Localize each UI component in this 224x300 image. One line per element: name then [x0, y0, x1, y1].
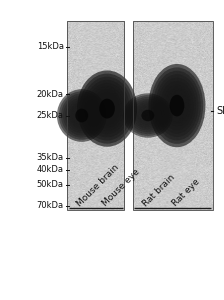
- Ellipse shape: [94, 92, 120, 125]
- Ellipse shape: [59, 91, 105, 140]
- Ellipse shape: [162, 84, 192, 127]
- Ellipse shape: [69, 102, 95, 129]
- Ellipse shape: [63, 95, 101, 135]
- Ellipse shape: [151, 67, 203, 144]
- Ellipse shape: [127, 97, 169, 134]
- Text: 40kDa: 40kDa: [37, 165, 64, 174]
- Bar: [67, 21, 124, 210]
- Ellipse shape: [84, 80, 130, 137]
- Text: 20kDa: 20kDa: [37, 90, 64, 99]
- Ellipse shape: [87, 83, 127, 134]
- Ellipse shape: [135, 104, 161, 127]
- Ellipse shape: [125, 95, 171, 136]
- Ellipse shape: [123, 93, 173, 138]
- Text: SNAP25: SNAP25: [216, 106, 224, 116]
- Ellipse shape: [61, 93, 103, 138]
- Ellipse shape: [158, 77, 196, 134]
- Ellipse shape: [92, 89, 123, 128]
- Ellipse shape: [155, 74, 198, 137]
- Ellipse shape: [82, 76, 132, 141]
- Text: Rat eye: Rat eye: [171, 178, 201, 208]
- Bar: [133, 21, 213, 210]
- Ellipse shape: [71, 104, 93, 127]
- Ellipse shape: [99, 99, 115, 118]
- Ellipse shape: [77, 70, 137, 147]
- Ellipse shape: [89, 86, 125, 131]
- Text: Rat brain: Rat brain: [142, 173, 177, 208]
- Text: 50kDa: 50kDa: [37, 180, 64, 189]
- Ellipse shape: [65, 98, 99, 133]
- Ellipse shape: [170, 95, 184, 116]
- Ellipse shape: [57, 89, 107, 142]
- Text: 15kDa: 15kDa: [37, 42, 64, 51]
- Text: 35kDa: 35kDa: [37, 153, 64, 162]
- Ellipse shape: [133, 102, 163, 129]
- Ellipse shape: [75, 109, 88, 122]
- Text: 70kDa: 70kDa: [37, 201, 64, 210]
- Text: Mouse eye: Mouse eye: [101, 168, 142, 208]
- Text: Mouse brain: Mouse brain: [75, 163, 121, 208]
- Ellipse shape: [165, 88, 189, 124]
- Ellipse shape: [153, 71, 201, 140]
- Ellipse shape: [129, 99, 167, 132]
- Ellipse shape: [141, 110, 154, 121]
- Ellipse shape: [131, 100, 165, 130]
- Text: 25kDa: 25kDa: [37, 111, 64, 120]
- Ellipse shape: [149, 64, 205, 147]
- Ellipse shape: [160, 81, 194, 130]
- Ellipse shape: [67, 100, 97, 131]
- Ellipse shape: [137, 106, 159, 125]
- Ellipse shape: [80, 74, 135, 144]
